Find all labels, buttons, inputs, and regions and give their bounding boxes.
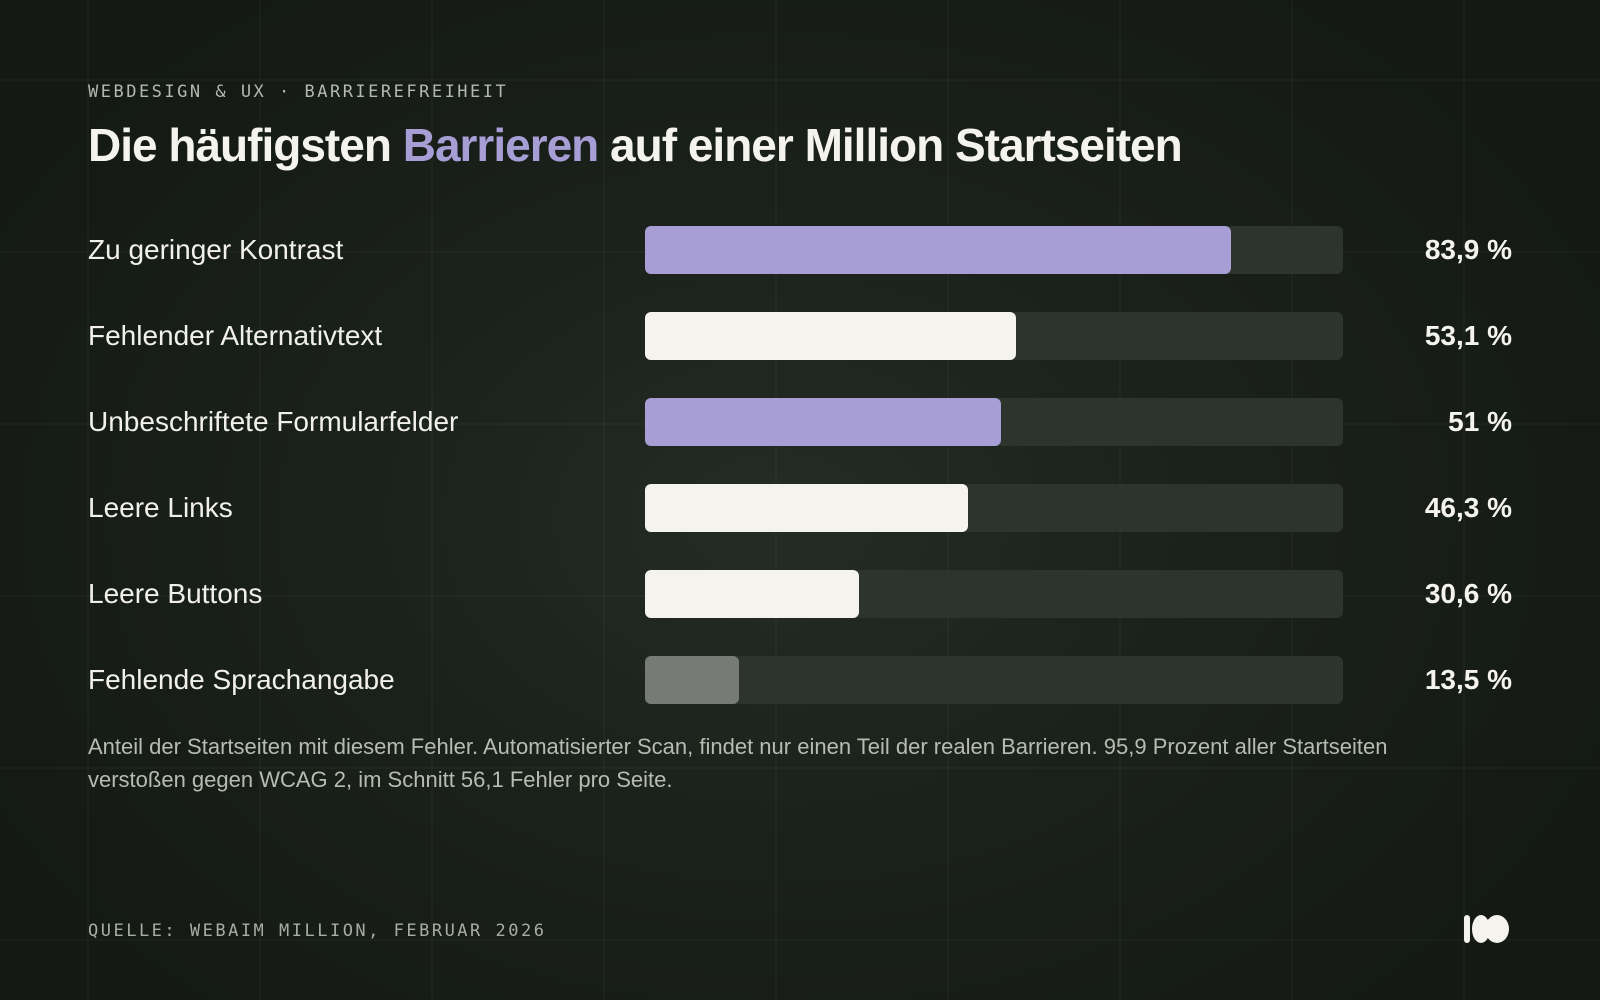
bar bbox=[645, 312, 1016, 360]
bar-value-label: 30,6 % bbox=[1424, 578, 1512, 609]
bar bbox=[645, 484, 969, 532]
bar bbox=[645, 656, 740, 704]
bar-category-label: Fehlender Alternativtext bbox=[88, 320, 383, 351]
bar-track bbox=[645, 312, 1343, 360]
bar-value-label: 13,5 % bbox=[1424, 664, 1512, 695]
bar-row: Fehlende Sprachangabe 13,5 % bbox=[0, 656, 1600, 704]
bar-track bbox=[645, 398, 1343, 446]
bar-track bbox=[645, 570, 1343, 618]
bar-category-label: Leere Links bbox=[88, 492, 233, 523]
bar bbox=[645, 226, 1231, 274]
bar-category-label: Fehlende Sprachangabe bbox=[88, 664, 395, 695]
bar-row: Leere Links 46,3 % bbox=[0, 484, 1600, 532]
bar-value-label: 51 % bbox=[1448, 406, 1512, 437]
source-label: QUELLE: WEBAIM MILLION, FEBRUAR 2026 bbox=[88, 921, 547, 941]
eyebrow-label: WEBDESIGN & UX · BARRIEREFREIHEIT bbox=[88, 82, 509, 102]
bar-row: Unbeschriftete Formularfelder 51 % bbox=[0, 398, 1600, 446]
bar-value-label: 46,3 % bbox=[1424, 492, 1512, 523]
bar-category-label: Zu geringer Kontrast bbox=[88, 234, 344, 265]
bar-row: Leere Buttons 30,6 % bbox=[0, 570, 1600, 618]
bar bbox=[645, 398, 1001, 446]
title-accent-word: Barrieren bbox=[402, 119, 600, 171]
brand-logo-icon bbox=[1464, 915, 1509, 943]
bar-track bbox=[645, 656, 1343, 704]
bar-category-label: Unbeschriftete Formularfelder bbox=[88, 406, 459, 437]
bar-category-label: Leere Buttons bbox=[88, 578, 263, 609]
bar-row: Fehlender Alternativtext 53,1 % bbox=[0, 312, 1600, 360]
title-part-before: Die häufigsten bbox=[88, 119, 403, 171]
title-part-after: auf einer Million Startseiten bbox=[598, 119, 1183, 171]
bar-value-label: 83,9 % bbox=[1424, 234, 1512, 265]
bar-track bbox=[645, 484, 1343, 532]
bar-row: Zu geringer Kontrast 83,9 % bbox=[0, 226, 1600, 274]
bar-track bbox=[645, 226, 1343, 274]
bar-value-label: 53,1 % bbox=[1424, 320, 1512, 351]
chart-title: Die häufigsten Barrieren auf einer Milli… bbox=[88, 118, 1183, 172]
chart-note: Anteil der Startseiten mit diesem Fehler… bbox=[88, 734, 1388, 792]
bar bbox=[645, 570, 859, 618]
